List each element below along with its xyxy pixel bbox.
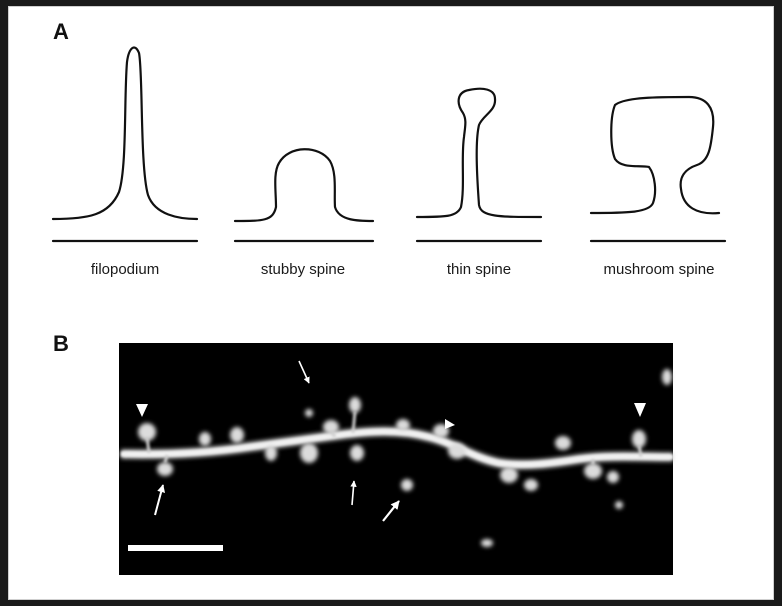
panel-b-label: B bbox=[53, 331, 69, 356]
micrograph bbox=[119, 343, 674, 575]
thin-outline bbox=[415, 87, 543, 219]
scale-bar bbox=[128, 545, 223, 551]
filopodium-outline bbox=[51, 46, 199, 221]
mushroom-outline bbox=[589, 95, 721, 215]
arrow-bottom-mid bbox=[350, 480, 357, 506]
panel-a-label: A bbox=[53, 19, 69, 44]
spine-blobs bbox=[138, 369, 672, 547]
arrowhead-left bbox=[136, 404, 148, 417]
arrowhead-right bbox=[634, 403, 646, 417]
arrow-bottom-left bbox=[154, 484, 166, 516]
label-stubby-spine: stubby spine bbox=[260, 261, 346, 278]
dendrite-core bbox=[120, 429, 674, 468]
arrow-bottom-right bbox=[382, 500, 400, 522]
spine-necks bbox=[145, 410, 643, 465]
arrowheads bbox=[136, 403, 646, 429]
label-filopodium: filopodium bbox=[90, 261, 160, 278]
panel-a-drawings bbox=[51, 46, 727, 243]
stubby-outline bbox=[233, 148, 375, 223]
arrowhead-mid bbox=[445, 419, 455, 429]
arrows bbox=[154, 360, 400, 522]
figure-frame: A filopodium stubby spine thin spine mus… bbox=[8, 6, 774, 600]
arrow-top bbox=[298, 360, 310, 384]
label-thin-spine: thin spine bbox=[446, 261, 512, 278]
label-mushroom-spine: mushroom spine bbox=[603, 261, 715, 278]
